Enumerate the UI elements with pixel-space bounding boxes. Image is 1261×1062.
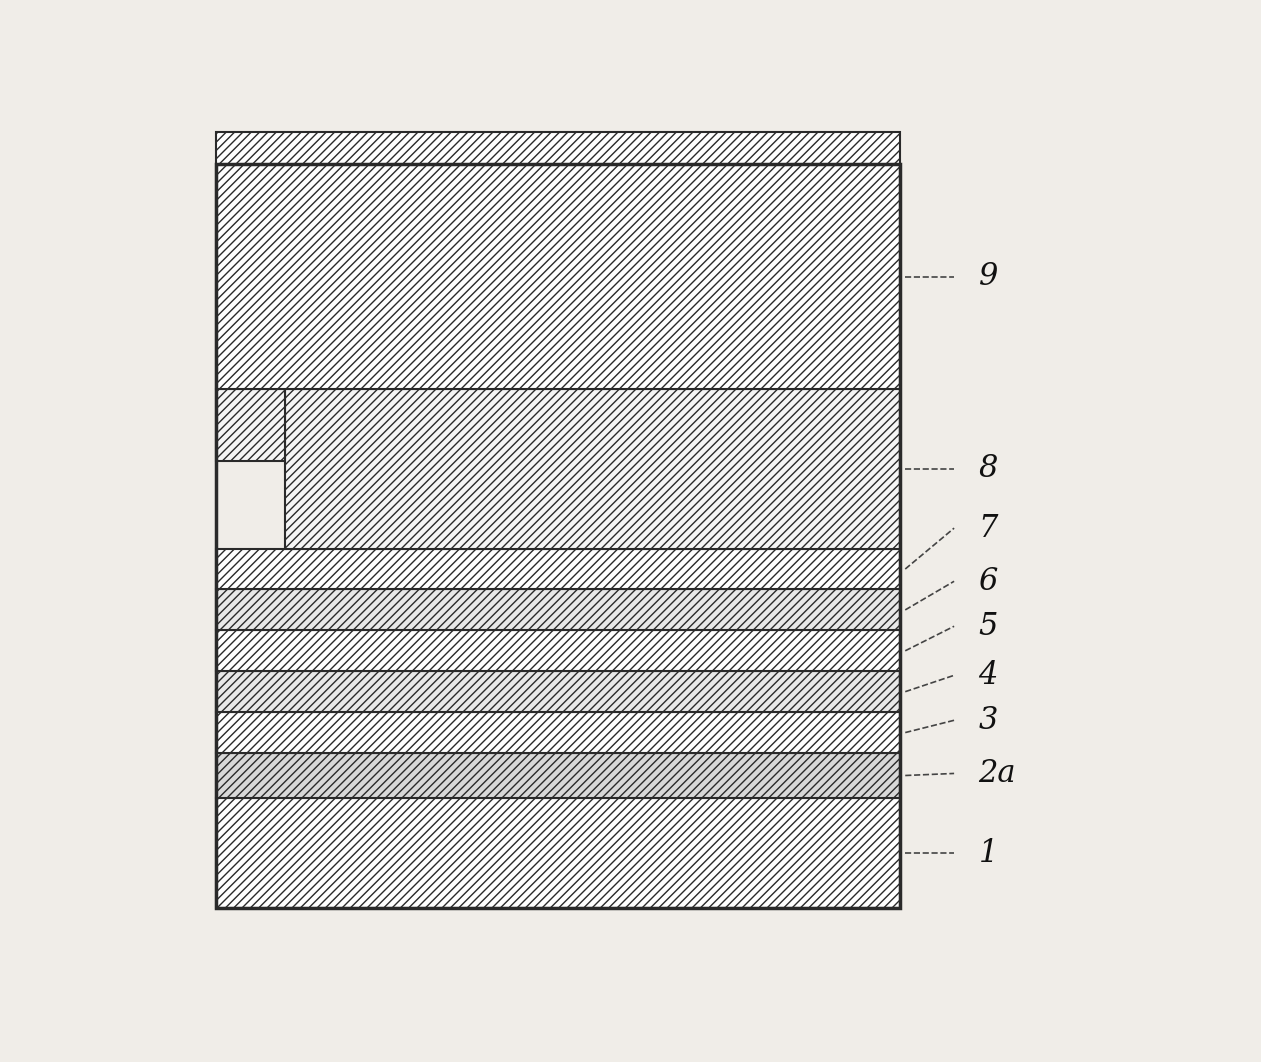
Text: 6: 6 (979, 566, 997, 597)
Text: 9: 9 (979, 261, 997, 292)
Text: 1: 1 (979, 838, 997, 869)
Text: 5: 5 (979, 611, 997, 641)
Bar (217, 631, 900, 671)
Text: 4: 4 (979, 660, 997, 690)
Bar (217, 132, 900, 389)
Text: 8: 8 (979, 453, 997, 484)
Bar (217, 589, 900, 631)
Bar (285, 389, 900, 549)
Text: 7: 7 (979, 513, 997, 544)
Bar (217, 389, 285, 461)
Bar (217, 549, 900, 589)
Text: 3: 3 (979, 705, 997, 736)
Bar (217, 753, 900, 798)
Bar (217, 713, 900, 753)
Bar (217, 671, 900, 713)
Bar (217, 798, 900, 908)
Bar (217, 165, 900, 908)
Text: 2a: 2a (979, 758, 1016, 789)
